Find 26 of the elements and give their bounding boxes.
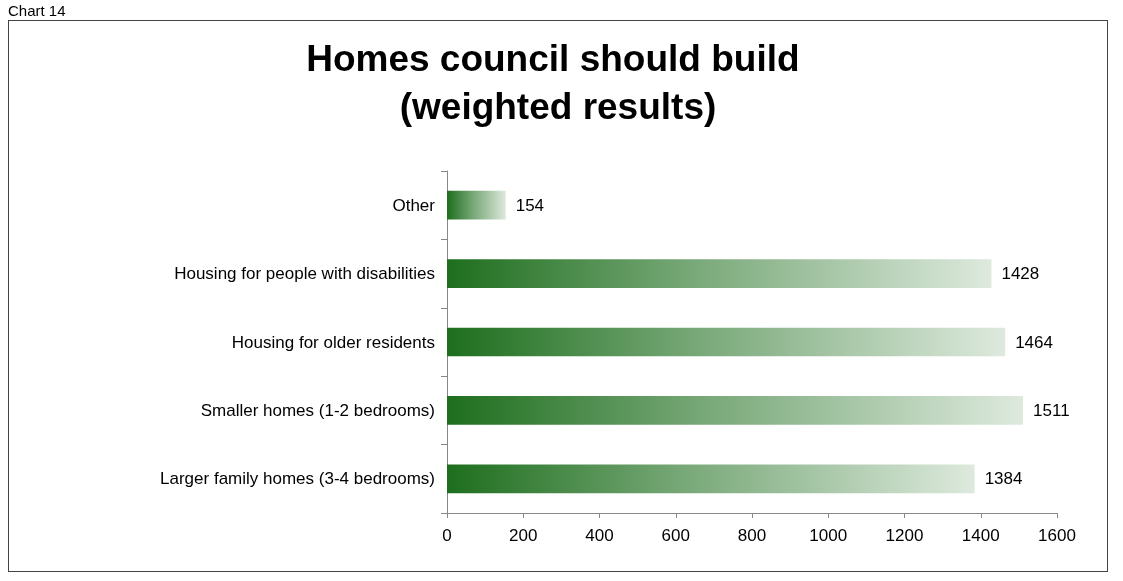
- bar: [447, 327, 1006, 357]
- bar: [447, 259, 992, 288]
- y-tick-label: Housing for people with disabilities: [174, 264, 435, 284]
- y-tick-label: Other: [392, 195, 436, 215]
- bar: [447, 464, 975, 494]
- x-tick-label: 1200: [885, 526, 924, 545]
- y-tick-label: Larger family homes (3-4 bedrooms): [160, 469, 435, 489]
- y-tick-label: Housing for older residents: [231, 332, 435, 352]
- x-tick-label: 400: [585, 526, 614, 545]
- x-tick-label: 1000: [809, 526, 848, 545]
- data-label: 1464: [1015, 332, 1053, 352]
- caption: Chart 14: [8, 2, 66, 19]
- y-tick-label: Smaller homes (1-2 bedrooms): [200, 400, 435, 420]
- x-tick-label: 1600: [1038, 526, 1076, 545]
- data-label: 1384: [984, 469, 1023, 489]
- x-tick-label: 800: [737, 526, 767, 545]
- x-tick-label: 0: [442, 526, 452, 545]
- data-label: 1511: [1033, 400, 1070, 420]
- data-label: 1428: [1001, 264, 1040, 284]
- x-tick-label: 600: [661, 526, 690, 545]
- data-label: 154: [515, 195, 545, 215]
- x-tick-label: 1400: [961, 526, 1000, 545]
- bar: [447, 396, 1024, 425]
- chart-title: Homes council should build (weighted results): [306, 37, 810, 127]
- x-tick-label: 200: [509, 526, 538, 545]
- bar: [447, 190, 506, 220]
